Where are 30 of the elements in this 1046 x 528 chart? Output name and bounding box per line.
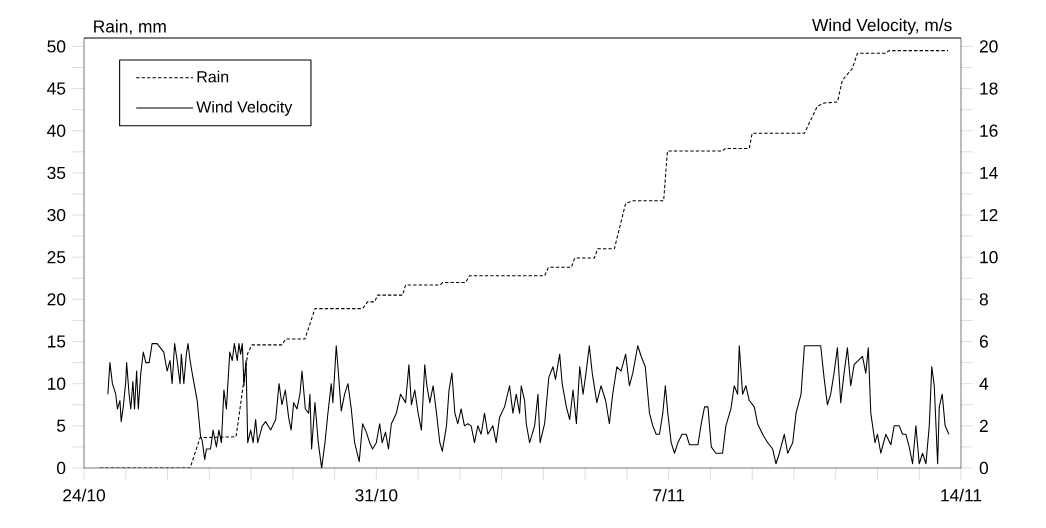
y-tick-label: 0 [57, 461, 66, 475]
y-tick-label: 30 [47, 208, 66, 222]
y2-tick-label: 10 [980, 251, 998, 264]
x-tick-label: 7/11 [653, 488, 685, 502]
y2-axis-title: Wind Velocity, m/s [812, 18, 952, 35]
y-tick-label: 50 [47, 40, 66, 53]
y2-tick-label: 4 [979, 377, 989, 390]
x-tick-label: 31/10 [355, 488, 398, 502]
y-tick-label: 10 [48, 377, 66, 390]
y2-tick-label: 16 [980, 124, 998, 137]
y2-tick-label: 18 [980, 82, 998, 95]
y-tick-label: 40 [47, 124, 66, 137]
y2-tick-label: 14 [980, 166, 998, 179]
y-tick-label: 5 [57, 419, 66, 432]
y-tick-label: 20 [47, 293, 66, 306]
y-tick-label: 45 [47, 82, 66, 95]
y-axis-title: Rain, mm [94, 19, 166, 35]
x-tick-label: 24/10 [63, 488, 106, 502]
legend-label: Wind Velocity [196, 100, 293, 116]
legend-label: Rain [197, 70, 229, 83]
y-tick-label: 15 [48, 335, 66, 348]
y2-tick-label: 6 [979, 335, 988, 348]
y2-tick-label: 2 [979, 419, 988, 432]
y2-tick-label: 0 [979, 461, 989, 475]
y2-tick-label: 8 [979, 293, 988, 306]
y2-tick-label: 20 [979, 40, 998, 53]
y2-tick-label: 12 [980, 208, 998, 222]
y-tick-label: 35 [47, 166, 66, 180]
x-tick-label: 14/11 [941, 488, 982, 502]
y-tick-label: 25 [47, 251, 66, 264]
